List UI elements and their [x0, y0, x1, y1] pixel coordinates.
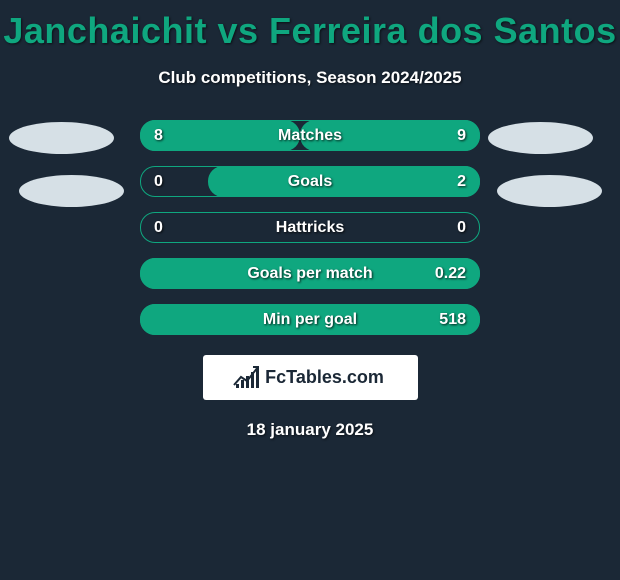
stat-row: 8 Matches 9	[140, 120, 480, 151]
stat-value-left: 0	[154, 219, 163, 237]
stat-bar-left	[140, 120, 300, 151]
decorative-ellipse	[19, 175, 124, 207]
stat-label: Hattricks	[276, 219, 344, 237]
decorative-ellipse	[497, 175, 602, 207]
stat-label: Goals per match	[247, 265, 372, 283]
stat-value-right: 9	[457, 127, 466, 145]
stat-row: 0 Goals 2	[140, 166, 480, 197]
decorative-ellipse	[9, 122, 114, 154]
subtitle: Club competitions, Season 2024/2025	[0, 68, 620, 88]
logo-line-icon	[233, 365, 259, 391]
stat-bar-right	[208, 166, 480, 197]
stat-row: 0 Hattricks 0	[140, 212, 480, 243]
stat-value-right: 2	[457, 173, 466, 191]
page-title: Janchaichit vs Ferreira dos Santos	[0, 0, 620, 52]
stat-row: Min per goal 518	[140, 304, 480, 335]
logo-text: FcTables.com	[265, 367, 384, 388]
logo-text-pre: Fc	[265, 367, 286, 387]
fctables-logo: FcTables.com	[203, 355, 418, 400]
stat-label: Matches	[278, 127, 342, 145]
stat-value-right: 0.22	[435, 265, 466, 283]
stat-label: Goals	[288, 173, 332, 191]
stat-value-right: 518	[439, 311, 466, 329]
logo-text-post: Tables.com	[286, 367, 384, 387]
stat-row: Goals per match 0.22	[140, 258, 480, 289]
logo-chart-icon	[236, 368, 259, 388]
stat-label: Min per goal	[263, 311, 357, 329]
stat-value-left: 8	[154, 127, 163, 145]
decorative-ellipse	[488, 122, 593, 154]
stat-value-left: 0	[154, 173, 163, 191]
date-text: 18 january 2025	[0, 420, 620, 440]
stat-value-right: 0	[457, 219, 466, 237]
